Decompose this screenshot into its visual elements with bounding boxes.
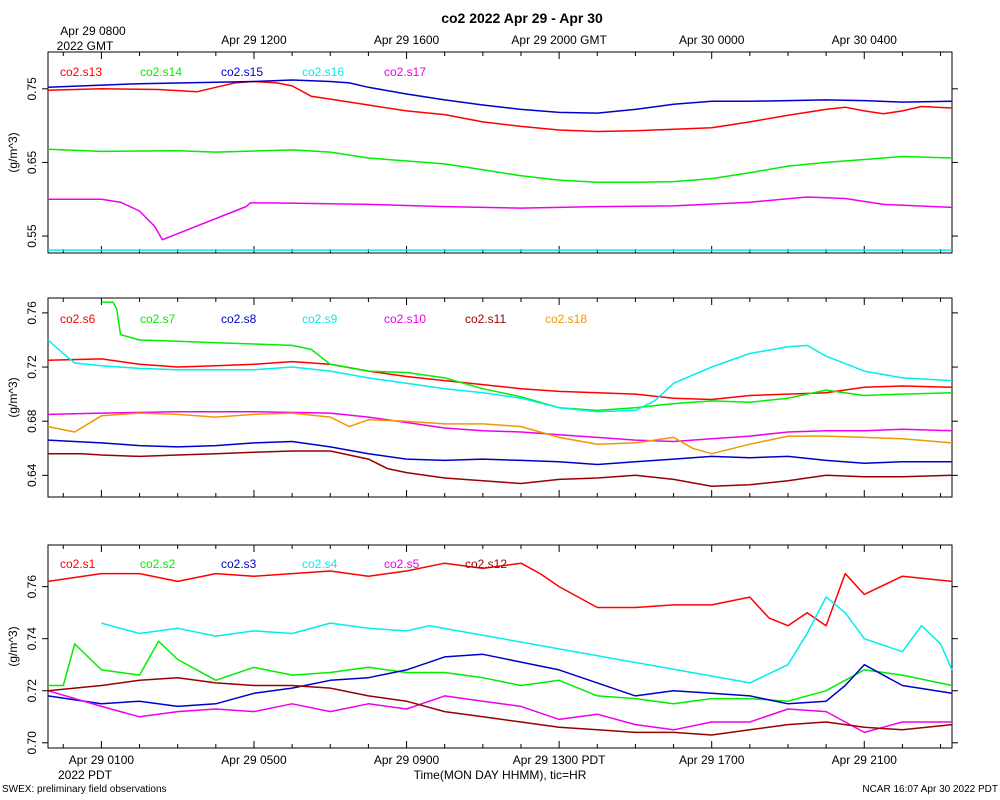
bottom-axis-tick-label: Apr 29 1700: [679, 753, 745, 767]
y-tick-label: 0.70: [25, 731, 39, 755]
bottom-axis-tick-label: Apr 29 0500: [221, 753, 287, 767]
series-line-co2.s3: [47, 653, 953, 708]
x-axis-title: Time(MON DAY HHMM), tic=HR: [414, 768, 587, 782]
legend-co2.s9: co2.s9: [302, 312, 338, 326]
series-line-co2.s11: [48, 450, 953, 487]
footer-right-note: NCAR 16:07 Apr 30 2022 PDT: [862, 784, 998, 795]
bottom-axis-tick-label: Apr 29 0100: [69, 753, 135, 767]
legend-co2.s6: co2.s6: [60, 312, 96, 326]
y-tick-label: 0.74: [25, 627, 39, 651]
series-line-co2.s1: [47, 562, 953, 627]
y-tick-label: 0.76: [25, 301, 39, 325]
legend-co2.s5: co2.s5: [384, 557, 420, 571]
series-line-co2.s14: [47, 148, 953, 184]
y-tick-label: 0.55: [25, 224, 39, 248]
chart-title: co2 2022 Apr 29 - Apr 30: [441, 10, 603, 26]
series-line-co2.s18: [47, 412, 953, 455]
y-tick-label: 0.72: [25, 355, 39, 379]
y-tick-label: 0.64: [25, 463, 39, 487]
top-axis-tick-label: Apr 30 0400: [832, 33, 898, 47]
top-axis-first-label-line2: 2022 GMT: [57, 39, 114, 53]
legend-co2.s4: co2.s4: [302, 557, 338, 571]
bottom-axis-year-label: 2022 PDT: [58, 768, 113, 782]
y-axis-label: (g/m^3): [6, 132, 20, 172]
top-axis-tick-label: Apr 29 1600: [374, 33, 440, 47]
bottom-axis-tick-label: Apr 29 0900: [374, 753, 440, 767]
series-line-co2.s2: [48, 640, 953, 705]
legend-co2.s13: co2.s13: [60, 65, 102, 79]
series-line-co2.s10: [47, 410, 953, 443]
legend-co2.s17: co2.s17: [384, 65, 426, 79]
legend-co2.s18: co2.s18: [545, 312, 587, 326]
legend-co2.s15: co2.s15: [221, 65, 263, 79]
series-line-co2.s5: [47, 689, 952, 734]
bottom-axis-labels: Apr 29 0100 Apr 29 0500 Apr 29 0900 Apr 29 …: [69, 753, 898, 767]
series-line-co2.s8: [47, 439, 952, 466]
chart-panels: 0.55 0.65 0.75 (g/m^3) co2.s13 co2.s14 co2.s15…: [6, 51, 958, 755]
legend-co2.s10: co2.s10: [384, 312, 426, 326]
series-line-co2.s7: [101, 301, 953, 412]
series-line-co2.s9: [47, 339, 953, 413]
y-axis-label: (g/m^3): [6, 626, 20, 666]
bottom-axis-tick-label: Apr 29 1300 PDT: [513, 753, 606, 767]
legend-co2.s16: co2.s16: [302, 65, 344, 79]
legend-co2.s14: co2.s14: [140, 65, 182, 79]
legend-co2.s11: co2.s11: [465, 312, 506, 326]
legend-co2.s7: co2.s7: [140, 312, 176, 326]
legend-co2.s3: co2.s3: [221, 557, 257, 571]
top-axis-first-label-line1: Apr 29 0800: [60, 24, 126, 38]
y-axis-label: (g/m^3): [6, 377, 20, 417]
legend-co2.s8: co2.s8: [221, 312, 257, 326]
series-line-co2.s17: [48, 196, 953, 241]
y-tick-label: 0.72: [25, 679, 39, 703]
top-axis-tick-label: Apr 30 0000: [679, 33, 745, 47]
panel-bottom: 0.70 0.72 0.74 0.76 (g/m^3) co2.s1 co2.s2 co2.s…: [6, 544, 958, 755]
y-tick-label: 0.75: [25, 77, 39, 101]
y-tick-label: 0.68: [25, 409, 39, 433]
legend-co2.s1: co2.s1: [60, 557, 96, 571]
panel-top: 0.55 0.65 0.75 (g/m^3) co2.s13 co2.s14 co2.s15…: [6, 51, 958, 254]
bottom-axis-tick-label: Apr 29 2100: [832, 753, 898, 767]
series-line-co2.s4: [101, 596, 953, 684]
top-axis-tick-label: Apr 29 1200: [221, 33, 287, 47]
series-line-co2.s13: [47, 80, 953, 133]
top-axis-tick-label: Apr 29 2000 GMT: [511, 33, 607, 47]
panel-frame: [47, 544, 953, 749]
legend-co2.s2: co2.s2: [140, 557, 176, 571]
top-axis-labels: Apr 29 1200 Apr 29 1600 Apr 29 2000 GMT Apr…: [221, 33, 897, 47]
y-tick-label: 0.76: [25, 575, 39, 599]
panel-frame: [47, 297, 953, 498]
footer-left-note: SWEX: preliminary field observations: [2, 784, 167, 795]
y-tick-label: 0.65: [25, 150, 39, 174]
series-line-co2.s15: [47, 79, 953, 114]
series-line-co2.s6: [47, 358, 953, 401]
panel-middle: 0.64 0.68 0.72 0.76 (g/m^3) co2.s6 co2.s7 co2.s…: [6, 297, 958, 498]
legend-co2.s12: co2.s12: [465, 557, 507, 571]
panel-frame: [47, 51, 953, 254]
series-line-co2.s12: [47, 676, 953, 736]
